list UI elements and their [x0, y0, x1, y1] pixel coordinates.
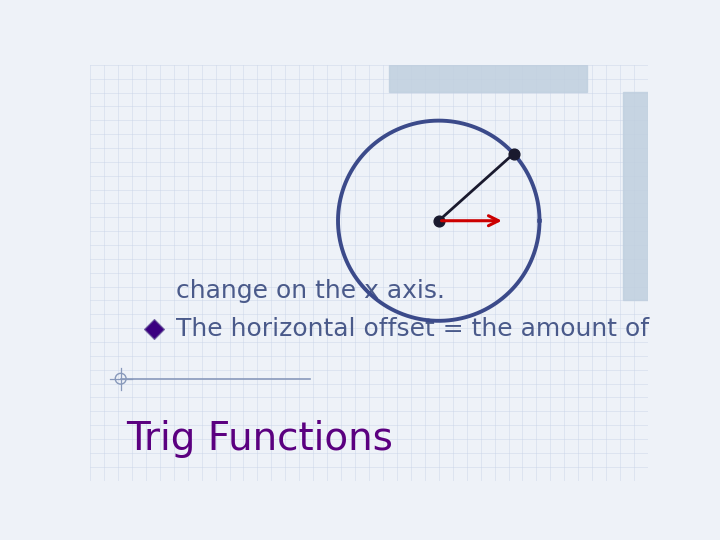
Text: change on the x axis.: change on the x axis. — [176, 279, 446, 303]
Text: The horizontal offset = the amount of: The horizontal offset = the amount of — [176, 317, 649, 341]
Point — [508, 150, 519, 158]
Text: Trig Functions: Trig Functions — [126, 420, 393, 458]
Bar — [623, 92, 648, 300]
Bar — [389, 65, 587, 92]
Point — [433, 217, 444, 225]
